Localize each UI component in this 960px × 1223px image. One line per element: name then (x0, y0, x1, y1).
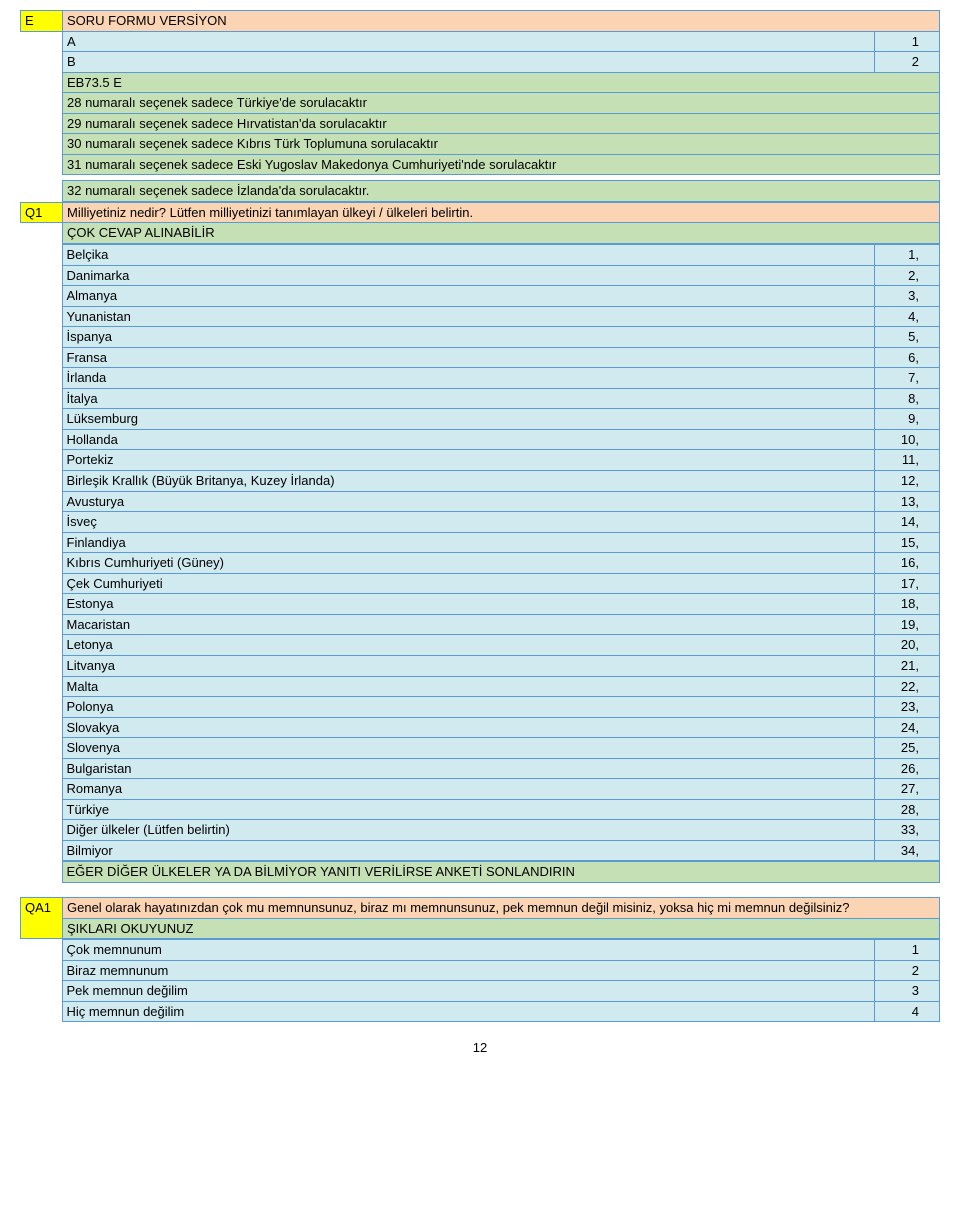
option-label: Almanya (62, 286, 875, 307)
option-value: 22, (875, 676, 940, 697)
option-label: Bilmiyor (62, 840, 875, 861)
qa1-code: QA1 (21, 897, 63, 938)
q1-options-table: Belçika1,Danimarka2,Almanya3,Yunanistan4… (20, 244, 940, 861)
option-label: Türkiye (62, 799, 875, 820)
option-label: B (63, 52, 875, 73)
option-label: Hiç memnun değilim (62, 1001, 875, 1022)
option-label: Belçika (62, 245, 875, 266)
option-value: 24, (875, 717, 940, 738)
option-value: 25, (875, 738, 940, 759)
option-value: 34, (875, 840, 940, 861)
option-label: Finlandiya (62, 532, 875, 553)
option-label: Estonya (62, 594, 875, 615)
option-label: Çok memnunum (62, 940, 875, 961)
option-value: 18, (875, 594, 940, 615)
option-value: 6, (875, 347, 940, 368)
option-label: Pek memnun değilim (62, 981, 875, 1002)
option-value: 7, (875, 368, 940, 389)
option-value: 4 (875, 1001, 940, 1022)
option-value: 12, (875, 471, 940, 492)
q1-code: Q1 (21, 202, 63, 223)
option-label: Hollanda (62, 429, 875, 450)
option-value: 28, (875, 799, 940, 820)
option-label: Polonya (62, 697, 875, 718)
note-text: 31 numaralı seçenek sadece Eski Yugoslav… (63, 154, 940, 175)
qa1-question: Genel olarak hayatınızdan çok mu memnuns… (63, 897, 940, 918)
section-e-title: SORU FORMU VERSİYON (63, 11, 940, 32)
option-value: 19, (875, 614, 940, 635)
q1-table: Q1 Milliyetiniz nedir? Lütfen milliyetin… (20, 202, 940, 244)
option-value: 16, (875, 553, 940, 574)
option-label: Malta (62, 676, 875, 697)
option-value: 1 (875, 31, 940, 52)
note-text: 28 numaralı seçenek sadece Türkiye'de so… (63, 93, 940, 114)
option-label: Avusturya (62, 491, 875, 512)
option-value: 5, (875, 327, 940, 348)
q1-question: Milliyetiniz nedir? Lütfen milliyetinizi… (63, 202, 940, 223)
option-value: 23, (875, 697, 940, 718)
option-label: Bulgaristan (62, 758, 875, 779)
option-label: Diğer ülkeler (Lütfen belirtin) (62, 820, 875, 841)
option-label: Biraz memnunum (62, 960, 875, 981)
option-value: 11, (875, 450, 940, 471)
option-value: 2 (875, 52, 940, 73)
option-label: A (63, 31, 875, 52)
qa1-options-table: Çok memnunum1Biraz memnunum2Pek memnun d… (20, 939, 940, 1022)
option-value: 13, (875, 491, 940, 512)
option-label: İspanya (62, 327, 875, 348)
qa1-instruction: ŞIKLARI OKUYUNUZ (63, 918, 940, 939)
option-label: İtalya (62, 388, 875, 409)
option-label: Kıbrıs Cumhuriyeti (Güney) (62, 553, 875, 574)
option-value: 2, (875, 265, 940, 286)
section-e-code: E (21, 11, 63, 32)
option-label: Yunanistan (62, 306, 875, 327)
option-label: Çek Cumhuriyeti (62, 573, 875, 594)
option-value: 10, (875, 429, 940, 450)
option-label: Romanya (62, 779, 875, 800)
option-value: 3 (875, 981, 940, 1002)
option-value: 17, (875, 573, 940, 594)
option-label: Slovenya (62, 738, 875, 759)
q1-footer-table: EĞER DİĞER ÜLKELER YA DA BİLMİYOR YANITI… (20, 861, 940, 883)
option-value: 14, (875, 512, 940, 533)
option-value: 4, (875, 306, 940, 327)
option-label: Portekiz (62, 450, 875, 471)
option-value: 8, (875, 388, 940, 409)
option-value: 1 (875, 940, 940, 961)
option-value: 1, (875, 245, 940, 266)
note-text: 32 numaralı seçenek sadece İzlanda'da so… (63, 181, 940, 202)
option-value: 3, (875, 286, 940, 307)
option-value: 26, (875, 758, 940, 779)
option-label: EB73.5 E (63, 72, 940, 93)
option-label: Lüksemburg (62, 409, 875, 430)
q1-footer: EĞER DİĞER ÜLKELER YA DA BİLMİYOR YANITI… (62, 862, 940, 883)
note-text: 30 numaralı seçenek sadece Kıbrıs Türk T… (63, 134, 940, 155)
option-label: İsveç (62, 512, 875, 533)
option-label: Macaristan (62, 614, 875, 635)
option-value: 21, (875, 655, 940, 676)
option-value: 9, (875, 409, 940, 430)
option-value: 33, (875, 820, 940, 841)
q1-instruction: ÇOK CEVAP ALINABİLİR (63, 223, 940, 244)
option-label: Birleşik Krallık (Büyük Britanya, Kuzey … (62, 471, 875, 492)
option-value: 27, (875, 779, 940, 800)
option-label: Danimarka (62, 265, 875, 286)
option-label: Fransa (62, 347, 875, 368)
note-text: 29 numaralı seçenek sadece Hırvatistan'd… (63, 113, 940, 134)
option-label: Litvanya (62, 655, 875, 676)
option-label: İrlanda (62, 368, 875, 389)
page-number: 12 (20, 1040, 940, 1055)
qa1-table: QA1 Genel olarak hayatınızdan çok mu mem… (20, 897, 940, 939)
option-label: Slovakya (62, 717, 875, 738)
option-label: Letonya (62, 635, 875, 656)
option-value: 20, (875, 635, 940, 656)
option-value: 2 (875, 960, 940, 981)
option-value: 15, (875, 532, 940, 553)
section-e-table: E SORU FORMU VERSİYON A 1 B 2 EB73.5 E 2… (20, 10, 940, 202)
